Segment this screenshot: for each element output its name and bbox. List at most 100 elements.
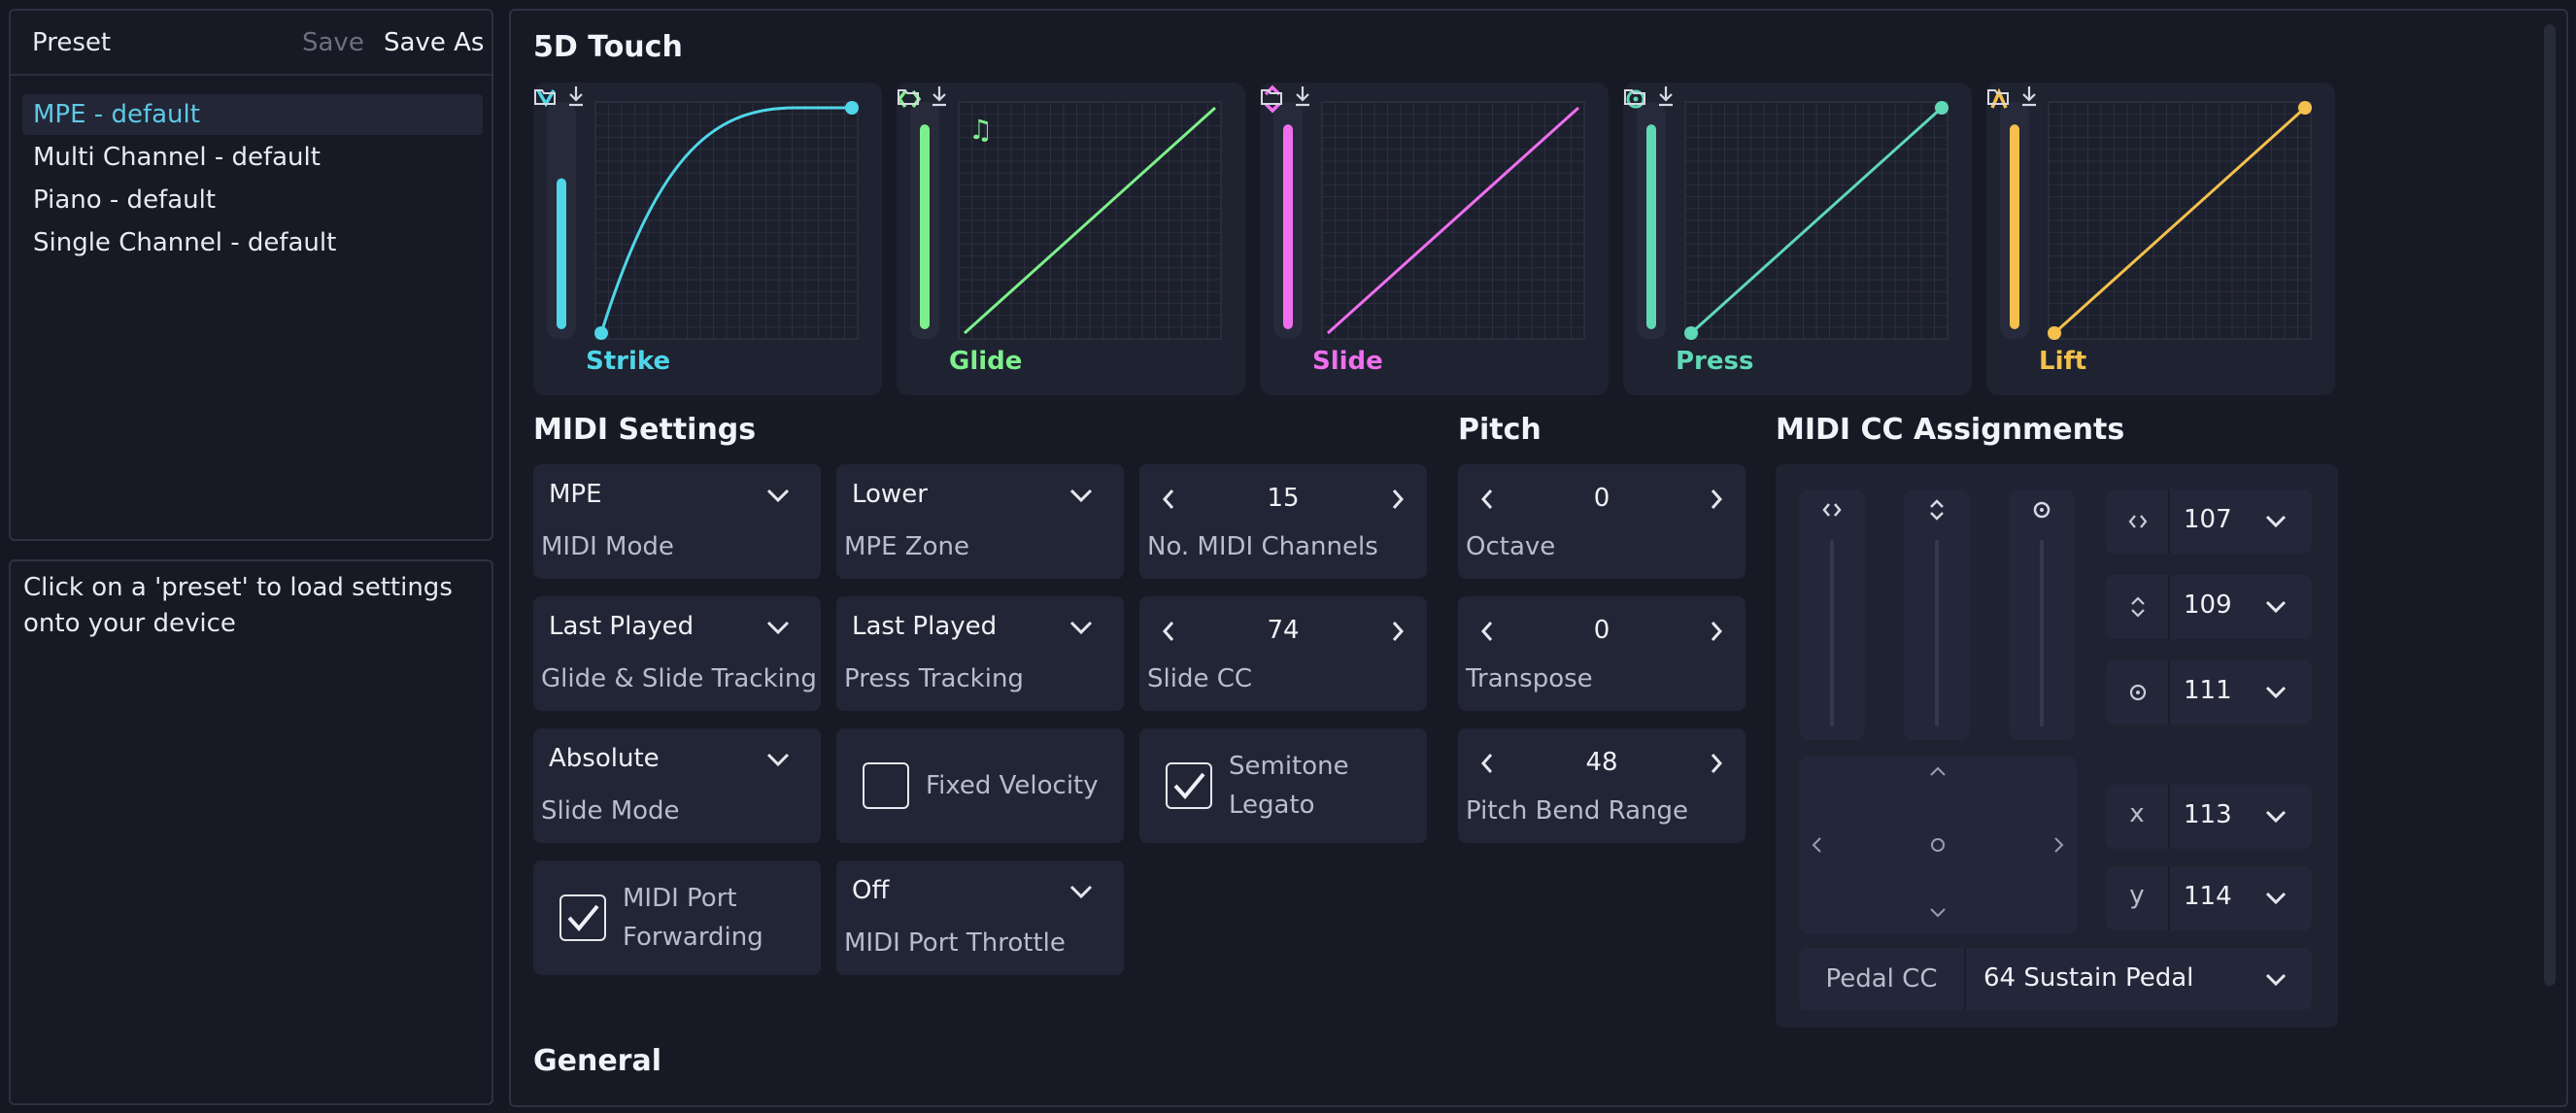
- preset-item-multi-channel-default[interactable]: Multi Channel - default: [33, 143, 321, 172]
- octave-stepper[interactable]: 0 Octave: [1458, 464, 1746, 579]
- midi-channels-label: No. MIDI Channels: [1147, 532, 1378, 561]
- save-button[interactable]: Save: [302, 28, 364, 57]
- midi-port-forwarding-toggle[interactable]: MIDI Port Forwarding: [533, 860, 821, 975]
- press-cc-slider[interactable]: [2009, 489, 2075, 740]
- curve-card-press[interactable]: Press: [1623, 83, 1972, 395]
- cc-assignment-row[interactable]: 109: [2106, 575, 2312, 639]
- curve-actions[interactable]: [1623, 83, 1678, 110]
- midi-mode-dropdown[interactable]: MPE MIDI Mode: [533, 464, 821, 579]
- octave-label: Octave: [1466, 532, 1556, 561]
- chevron-down-icon: [1069, 885, 1093, 899]
- glide-slide-tracking-dropdown[interactable]: Last Played Glide & Slide Tracking: [533, 596, 821, 711]
- midi-mode-value: MPE: [549, 480, 602, 509]
- fixed-velocity-toggle[interactable]: Fixed Velocity: [836, 728, 1124, 843]
- mpe-zone-dropdown[interactable]: Lower MPE Zone: [836, 464, 1124, 579]
- velocity-curve-graph[interactable]: [533, 83, 882, 395]
- chevron-down-icon: [1069, 621, 1093, 635]
- glide-arrows-icon-glyph: [2128, 515, 2148, 528]
- curve-grid-lines: [2049, 102, 2311, 339]
- chevron-left-icon[interactable]: [1479, 488, 1495, 511]
- cc-row-symbol: y: [2129, 881, 2145, 910]
- y-axis-icon: y: [2106, 866, 2170, 930]
- x-axis-icon: x: [2106, 785, 2170, 849]
- chevron-right-icon[interactable]: [1709, 620, 1724, 643]
- chevron-left-icon[interactable]: [1479, 620, 1495, 643]
- velocity-curve-graph[interactable]: [1623, 83, 1972, 395]
- checkbox-checked[interactable]: [559, 894, 606, 941]
- curve-card-glide[interactable]: ♫ Glide: [897, 83, 1245, 395]
- checkbox-checked[interactable]: [1166, 762, 1212, 809]
- velocity-curve-graph[interactable]: [1986, 83, 2335, 395]
- pedal-cc-label: Pedal CC: [1799, 948, 1966, 1010]
- curve-actions[interactable]: [897, 83, 951, 110]
- slide-cc-stepper[interactable]: 74 Slide CC: [1139, 596, 1427, 711]
- arrow-left-icon: [1812, 837, 1821, 853]
- midi-cc-panel: 107 109 111 x 113 y 114 Pedal CC 64 Sustain Pe…: [1776, 464, 2338, 1028]
- curve-actions[interactable]: [1986, 83, 2041, 110]
- curve-actions[interactable]: [1260, 83, 1314, 110]
- chevron-right-icon[interactable]: [1390, 620, 1406, 643]
- cc-assignment-row[interactable]: y 114: [2106, 866, 2312, 930]
- press-circle-icon: [2033, 501, 2051, 519]
- response-curve: [2052, 106, 2307, 335]
- slider-track[interactable]: [2040, 540, 2044, 726]
- slide-cc-slider[interactable]: [1904, 489, 1970, 740]
- transpose-stepper[interactable]: 0 Transpose: [1458, 596, 1746, 711]
- chevron-left-icon[interactable]: [1161, 620, 1176, 643]
- glide-slide-tracking-value: Last Played: [549, 612, 695, 641]
- preset-item-single-channel-default[interactable]: Single Channel - default: [33, 228, 337, 257]
- load-folder-icon: [1987, 89, 2009, 105]
- glide-arrows-icon: [1822, 503, 1842, 517]
- chevron-left-icon[interactable]: [1479, 752, 1495, 775]
- chevron-down-icon: [766, 753, 790, 767]
- chevron-right-icon[interactable]: [1709, 488, 1724, 511]
- xy-pad[interactable]: [1799, 756, 2077, 934]
- midi-port-throttle-dropdown[interactable]: Off MIDI Port Throttle: [836, 860, 1124, 975]
- preset-header: Preset Save Save As: [11, 11, 491, 76]
- glide-slide-tracking-label: Glide & Slide Tracking: [541, 664, 817, 693]
- slide-mode-dropdown[interactable]: Absolute Slide Mode: [533, 728, 821, 843]
- cc-value: 111: [2184, 676, 2232, 705]
- slider-track[interactable]: [1935, 540, 1939, 726]
- midi-channels-stepper[interactable]: 15 No. MIDI Channels: [1139, 464, 1427, 579]
- cc-assignment-row[interactable]: 111: [2106, 660, 2312, 725]
- octave-value: 0: [1593, 484, 1610, 513]
- cc-assignment-row[interactable]: x 113: [2106, 785, 2312, 849]
- save-as-button[interactable]: Save As: [384, 28, 485, 57]
- press-tracking-label: Press Tracking: [844, 664, 1024, 693]
- curve-handle-start: [2048, 326, 2061, 340]
- preset-title: Preset: [32, 28, 112, 57]
- chevron-right-icon[interactable]: [1390, 488, 1406, 511]
- chevron-left-icon[interactable]: [1161, 488, 1176, 511]
- curve-card-strike[interactable]: Strike: [533, 83, 882, 395]
- chevron-down-icon: [2265, 973, 2287, 987]
- press-tracking-dropdown[interactable]: Last Played Press Tracking: [836, 596, 1124, 711]
- curve-actions[interactable]: [533, 83, 588, 110]
- glide-cc-slider[interactable]: [1799, 489, 1865, 740]
- preset-item-piano-default[interactable]: Piano - default: [33, 186, 217, 215]
- chevron-down-icon: [2265, 515, 2287, 528]
- velocity-curve-graph[interactable]: ♫: [897, 83, 1245, 395]
- section-title-pitch: Pitch: [1458, 413, 1542, 447]
- pitch-bend-range-stepper[interactable]: 48 Pitch Bend Range: [1458, 728, 1746, 843]
- semitone-legato-toggle[interactable]: Semitone Legato: [1139, 728, 1427, 843]
- checkbox-unchecked[interactable]: [863, 762, 909, 809]
- info-text: Click on a 'preset' to load settings ont…: [23, 573, 453, 638]
- pedal-cc-dropdown[interactable]: Pedal CC 64 Sustain Pedal: [1799, 948, 2312, 1010]
- response-curve: [1689, 106, 1944, 335]
- velocity-curve-graph[interactable]: [1260, 83, 1609, 395]
- cc-assignment-row[interactable]: 107: [2106, 489, 2312, 554]
- semitone-legato-label-line1: Semitone: [1229, 752, 1349, 781]
- scrollbar[interactable]: [2544, 24, 2556, 986]
- curve-card-lift[interactable]: Lift: [1986, 83, 2335, 395]
- midi-port-forwarding-label-line2: Forwarding: [623, 923, 763, 952]
- load-folder-icon: [1261, 89, 1282, 105]
- curve-label-slide: Slide: [1312, 347, 1383, 376]
- level-meter-fill: [1646, 124, 1656, 329]
- curve-card-slide[interactable]: Slide: [1260, 83, 1609, 395]
- section-title-5d-touch: 5D Touch: [533, 30, 683, 64]
- preset-item-mpe-default[interactable]: MPE - default: [22, 94, 483, 135]
- slide-mode-value: Absolute: [549, 744, 660, 773]
- chevron-right-icon[interactable]: [1709, 752, 1724, 775]
- slider-track[interactable]: [1830, 540, 1834, 726]
